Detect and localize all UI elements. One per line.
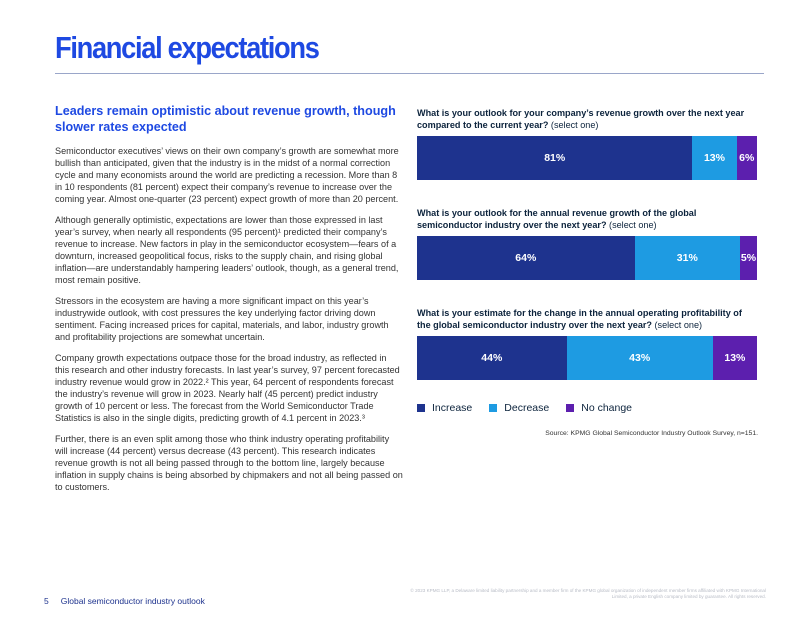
bar-segment-decrease: 31% [634, 236, 740, 280]
legend-swatch [566, 404, 575, 412]
bar-segment-no-change: 5% [739, 236, 757, 280]
survey-charts: What is your outlook for your company’s … [417, 107, 757, 380]
legend-swatch [489, 404, 498, 412]
chart-question-bold: What is your outlook for the annual reve… [417, 208, 697, 230]
article-paragraph: Further, there is an even split among th… [55, 434, 403, 492]
legal-notice: © 2023 KPMG LLP, a Delaware limited liab… [410, 588, 766, 599]
chart-question-note: (select one) [654, 320, 703, 330]
bar-segment-decrease: 43% [566, 336, 713, 380]
chart-question: What is your estimate for the change in … [417, 307, 757, 331]
legend-swatch [417, 404, 425, 412]
chart-industry-revenue: What is your outlook for the annual reve… [417, 207, 757, 280]
article-subhead: Leaders remain optimistic about revenue … [55, 104, 396, 134]
article-column: Leaders remain optimistic about revenue … [55, 103, 403, 502]
chart-legend: Increase Decrease No change [417, 402, 649, 414]
bar-segment-decrease: 13% [692, 136, 737, 180]
article-paragraph: Stressors in the ecosystem are having a … [55, 296, 389, 342]
bar-segment-increase: 81% [417, 136, 693, 180]
bar-segment-no-change: 13% [712, 336, 757, 380]
legend-label: No change [581, 402, 633, 414]
chart-question-note: (select one) [550, 120, 599, 130]
chart-question: What is your outlook for your company’s … [417, 107, 757, 131]
footer-label: Global semiconductor industry outlook [60, 596, 205, 606]
chart-question-bold: What is your estimate for the change in … [417, 308, 742, 330]
bar-segment-no-change: 6% [736, 136, 757, 180]
article-paragraph: Semiconductor executives’ views on their… [55, 146, 399, 204]
chart-question: What is your outlook for the annual reve… [417, 207, 757, 231]
bar-segment-increase: 44% [417, 336, 567, 380]
chart-question-note: (select one) [609, 220, 657, 230]
chart-question-bold: What is your outlook for your company’s … [417, 108, 745, 130]
legend-item-decrease: Decrease [489, 402, 549, 414]
chart-company-revenue: What is your outlook for your company’s … [417, 107, 757, 180]
page-number: 5 [44, 596, 49, 606]
chart-source-note: Source: KPMG Global Semiconductor Indust… [545, 430, 758, 437]
article-paragraph: Although generally optimistic, expectati… [55, 215, 399, 285]
bar-segment-increase: 64% [417, 236, 635, 280]
stacked-bar: 44% 43% 13% [417, 336, 757, 380]
stacked-bar: 81% 13% 6% [417, 136, 757, 180]
legend-item-no-change: No change [566, 402, 632, 414]
legend-label: Increase [432, 402, 473, 414]
page-footer: 5 Global semiconductor industry outlook [44, 596, 205, 606]
legend-item-increase: Increase [417, 402, 472, 414]
chart-industry-profitability: What is your estimate for the change in … [417, 307, 757, 380]
page-title: Financial expectations [55, 30, 320, 65]
article-paragraph: Company growth expectations outpace thos… [55, 353, 400, 423]
title-divider [55, 73, 764, 74]
stacked-bar: 64% 31% 5% [417, 236, 757, 280]
legend-label: Decrease [504, 402, 550, 414]
